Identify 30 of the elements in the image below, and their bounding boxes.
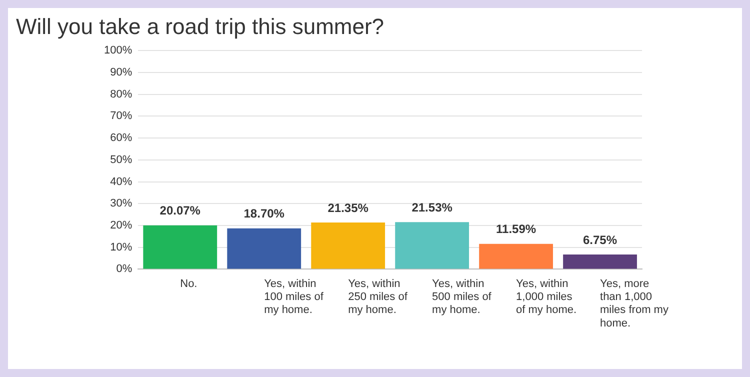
- data-label: 20.07%: [160, 204, 201, 218]
- y-tick-label: 40%: [110, 176, 132, 188]
- data-label: 6.75%: [582, 232, 618, 247]
- bar: [563, 254, 637, 269]
- bar: [227, 228, 302, 269]
- y-tick-label: 100%: [104, 44, 132, 57]
- chart-title: Will you take a road trip this summer?: [16, 14, 384, 40]
- x-tick-label: Yes, within 500 miles of my home.: [432, 278, 492, 316]
- x-tick-label: Yes, more than 1,000 miles from my home.: [600, 278, 669, 330]
- x-tick-label: Yes, within 250 miles of my home.: [348, 278, 408, 316]
- bar: [395, 222, 470, 269]
- y-tick-label: 0%: [116, 263, 132, 276]
- bar: [479, 244, 553, 269]
- y-tick-label: 30%: [110, 198, 132, 210]
- y-tick-label: 60%: [110, 132, 132, 144]
- y-tick-label: 50%: [110, 154, 132, 166]
- y-tick-label: 90%: [110, 66, 132, 78]
- y-tick-label: 70%: [110, 110, 132, 122]
- data-label: 11.59%: [496, 222, 536, 236]
- y-tick-label: 10%: [110, 241, 132, 254]
- data-label: 18.70%: [244, 206, 285, 221]
- x-tick-label: Yes, within 1,000 miles of my home.: [516, 278, 577, 316]
- bar: [143, 225, 218, 269]
- data-label: 21.53%: [412, 200, 453, 214]
- x-tick-label: No.: [180, 278, 198, 290]
- y-tick-label: 80%: [110, 88, 132, 100]
- data-label: 21.35%: [328, 200, 369, 215]
- bar: [311, 222, 386, 269]
- x-tick-label: Yes, within 100 miles of my home.: [264, 278, 324, 316]
- y-tick-label: 20%: [110, 220, 132, 232]
